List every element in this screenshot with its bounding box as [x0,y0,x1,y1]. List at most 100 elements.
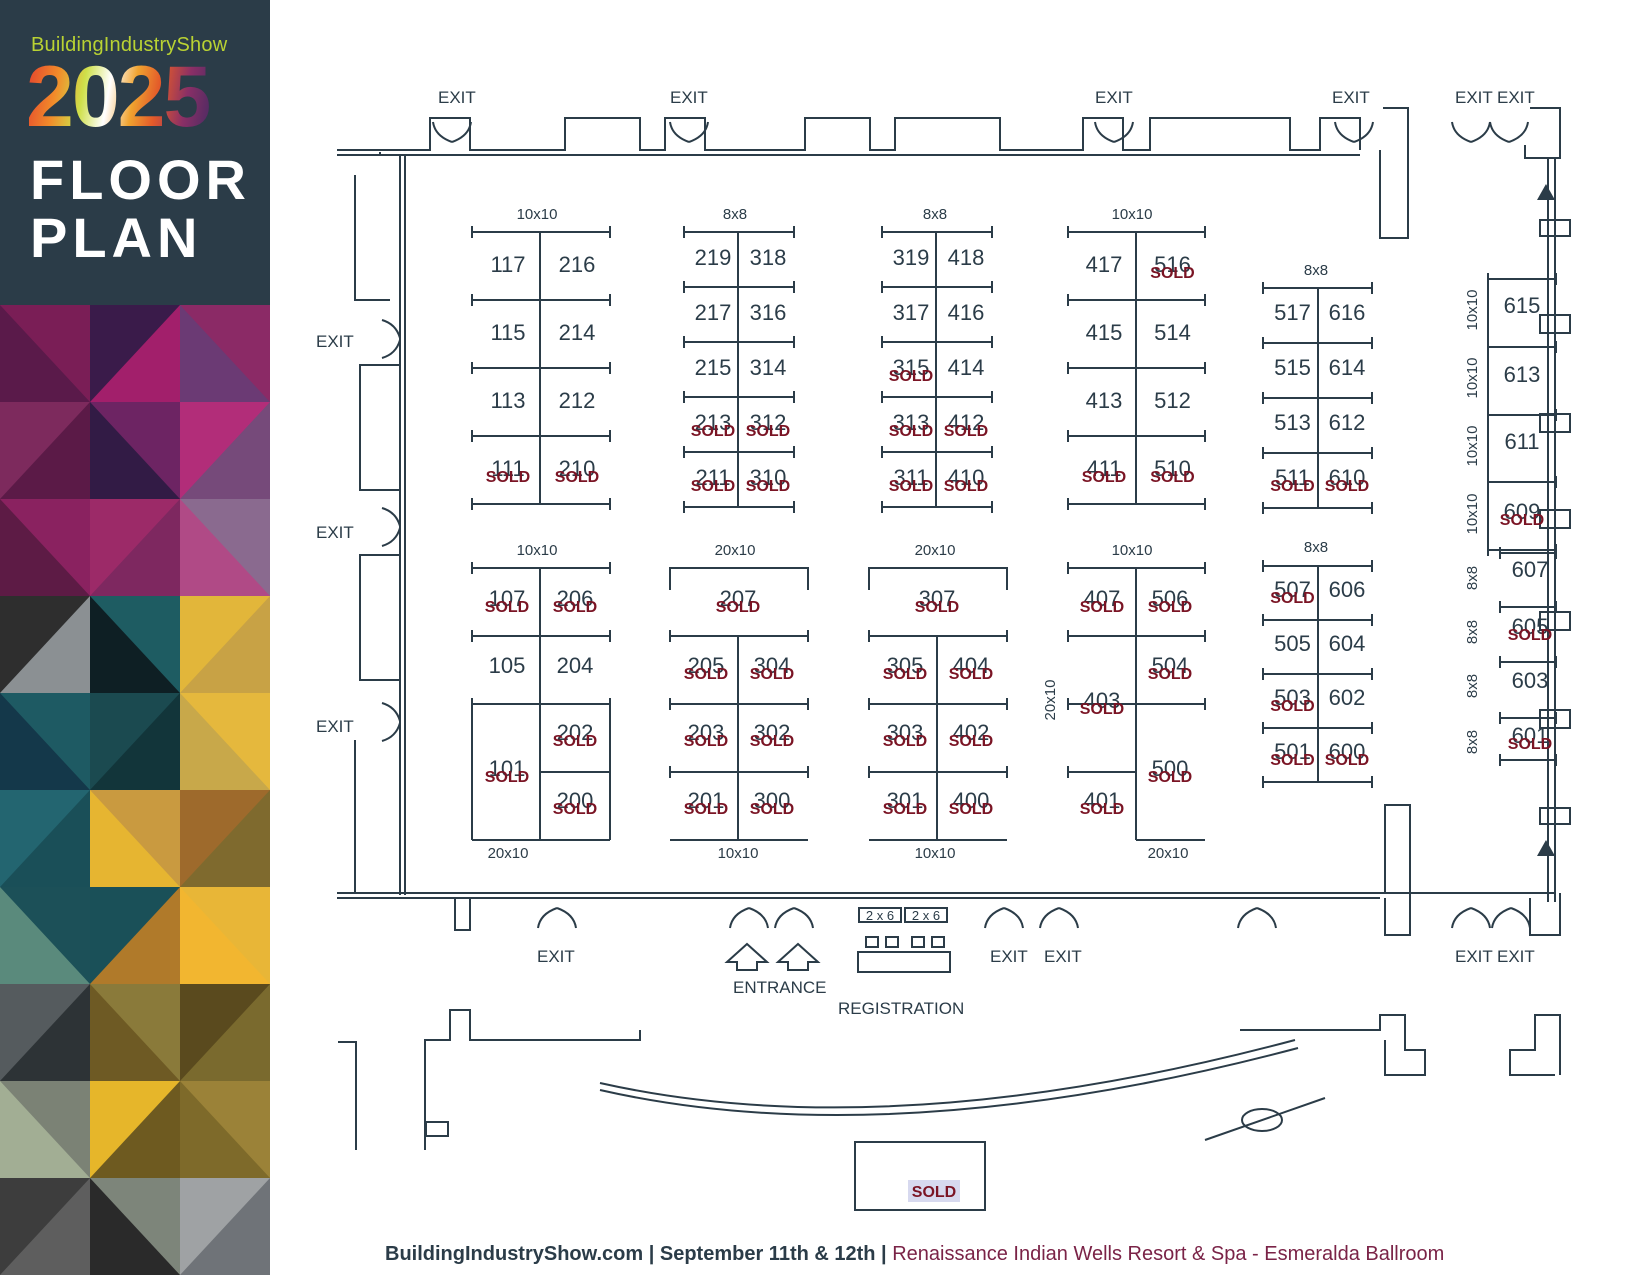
fire-extinguisher-icon [1537,184,1555,200]
mosaic-triangle [0,402,90,499]
footer-site[interactable]: BuildingIndustryShow.com [385,1243,644,1265]
booth-615[interactable]: 615 [1504,293,1541,318]
booth-319[interactable]: 319 [893,245,930,270]
booth-417[interactable]: 417 [1086,252,1123,277]
sold-label: SOLD [746,478,790,495]
booth-517[interactable]: 517 [1274,300,1311,325]
booth-613[interactable]: 613 [1504,362,1541,387]
sold-label: SOLD [1508,736,1552,753]
booth-513[interactable]: 513 [1274,410,1311,435]
booth-413[interactable]: 413 [1086,388,1123,413]
booth-number: 215 [695,355,732,380]
booth-602[interactable]: 602 [1329,685,1366,710]
booth-115[interactable]: 115 [490,320,525,345]
booth-219[interactable]: 219 [695,245,732,270]
booth-113[interactable]: 113 [490,388,525,413]
booth-416[interactable]: 416 [948,300,985,325]
footer-sep: | [643,1243,660,1265]
booth-318[interactable]: 318 [750,245,787,270]
booth-607[interactable]: 607 [1512,557,1549,582]
booth-number: 517 [1274,300,1311,325]
booth-604[interactable]: 604 [1329,631,1366,656]
booth-117[interactable]: 117 [490,252,525,277]
booth-215[interactable]: 215 [695,355,732,380]
booth-number: 605 [1512,614,1549,639]
booth-514[interactable]: 514 [1154,320,1191,345]
booth-616[interactable]: 616 [1329,300,1366,325]
booth-512[interactable]: 512 [1154,388,1191,413]
booth-314[interactable]: 314 [750,355,787,380]
booth-212[interactable]: 212 [559,388,596,413]
booth-614[interactable]: 614 [1329,355,1366,380]
booth-415[interactable]: 415 [1086,320,1123,345]
booth-603[interactable]: 603 [1512,668,1549,693]
booth-217[interactable]: 217 [695,300,732,325]
sold-label: SOLD [1270,698,1314,715]
booth-214[interactable]: 214 [559,320,596,345]
booth-611[interactable]: 611 [1504,429,1539,454]
booth-317[interactable]: 317 [893,300,930,325]
booth-105[interactable]: 105 [489,653,526,678]
booth-316[interactable]: 316 [750,300,787,325]
booth-515[interactable]: 515 [1274,355,1311,380]
booth-216[interactable]: 216 [559,252,596,277]
booth-414[interactable]: 414 [948,355,985,380]
booth-612[interactable]: 612 [1329,410,1366,435]
booth-size-label: 20x10 [1042,680,1059,721]
booth-number: 314 [750,355,787,380]
booth-606[interactable]: 606 [1329,577,1366,602]
booth-418[interactable]: 418 [948,245,985,270]
exit-label: EXIT [670,88,708,107]
booth-505[interactable]: 505 [1274,631,1311,656]
booth-204[interactable]: 204 [557,653,594,678]
